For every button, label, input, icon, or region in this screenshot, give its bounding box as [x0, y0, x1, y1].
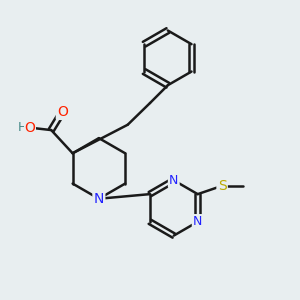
Text: S: S [218, 179, 226, 193]
Text: O: O [57, 105, 68, 119]
Text: N: N [169, 174, 178, 187]
Text: H: H [18, 121, 27, 134]
Text: O: O [25, 121, 35, 135]
Text: N: N [193, 215, 202, 228]
Text: N: N [94, 192, 104, 206]
